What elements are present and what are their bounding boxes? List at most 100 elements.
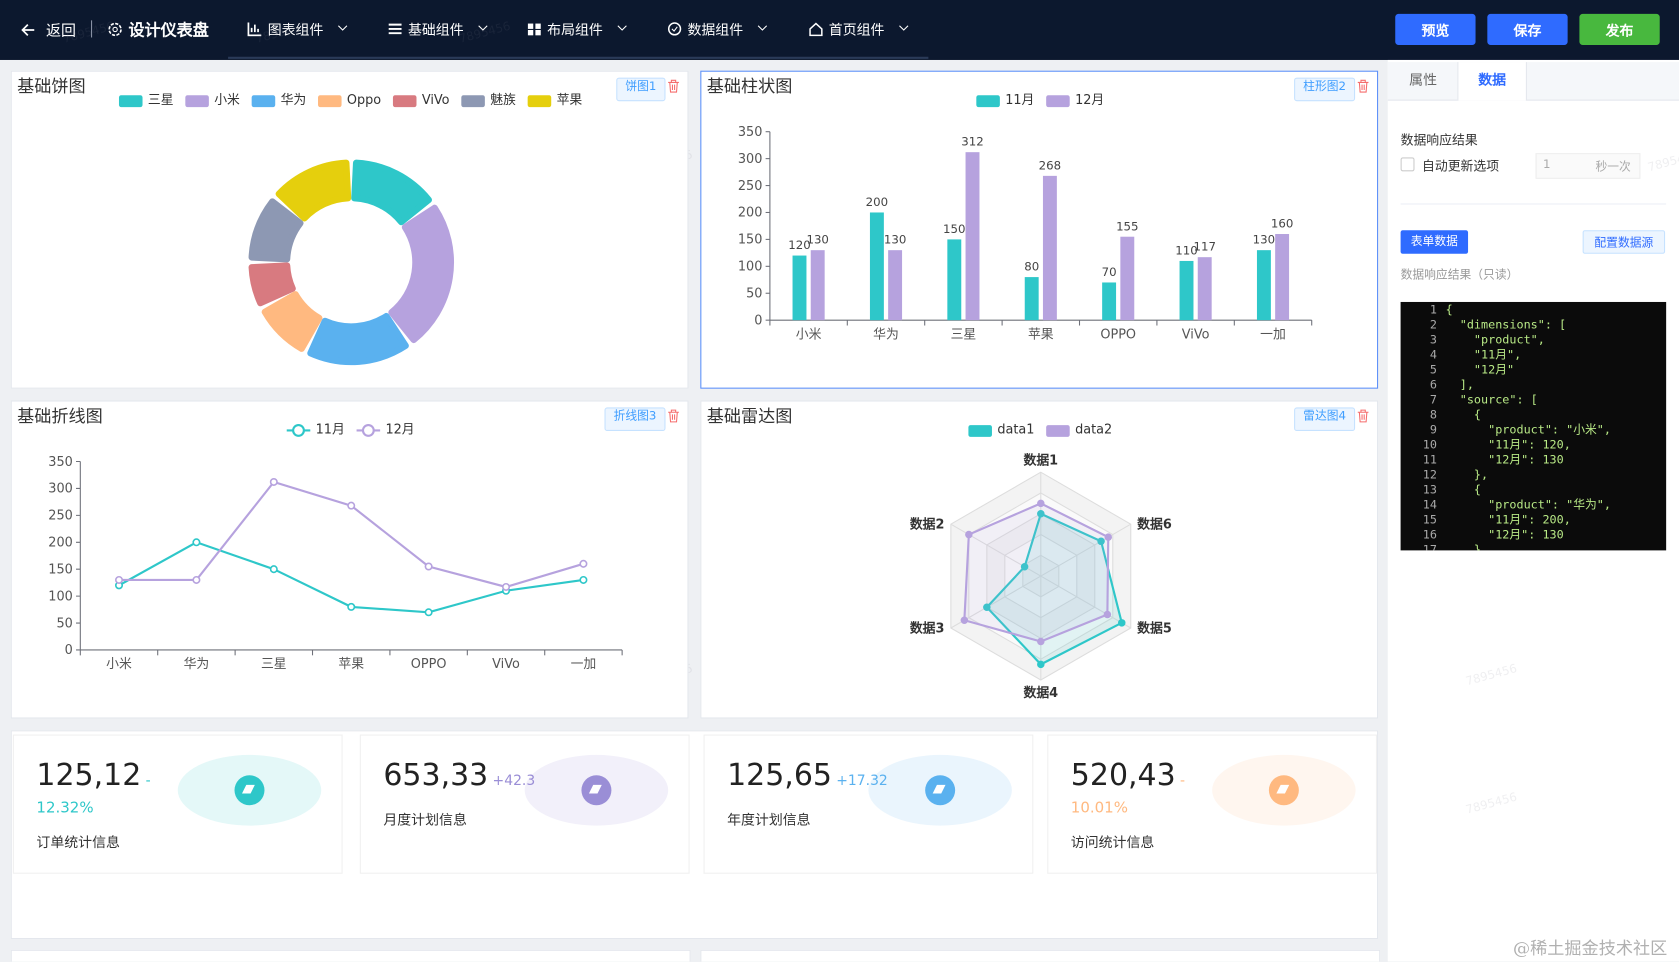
interval-input[interactable] [1535, 153, 1641, 179]
panel-tag [1294, 77, 1356, 102]
x-tick-label: ViVo [1182, 327, 1210, 342]
checkbox[interactable] [1400, 157, 1415, 172]
separator [91, 20, 93, 38]
menu-item[interactable]: 基础组件 [388, 18, 495, 39]
publish-button[interactable]: 发布 [1579, 13, 1660, 45]
code-viewer: 1 2 3 4 5 6 7 8 9 10 11 12 13 14 15 16 17 { "dimensions"… [1400, 301, 1667, 551]
bar [1275, 234, 1290, 321]
radar-point [1097, 537, 1105, 546]
stat-value-row: 653,33 +42.3 [383, 757, 535, 792]
legend-dot [361, 424, 375, 437]
legend-swatch [1046, 425, 1070, 437]
site-watermark: @稀土掘金技术社区 [1513, 938, 1668, 959]
pie-slice [307, 312, 409, 366]
bar-value-label: 268 [1039, 158, 1061, 172]
tab[interactable]: 属性 [1409, 72, 1438, 89]
delete-icon[interactable] [668, 79, 679, 93]
menu-item[interactable]: 布局组件 [527, 18, 634, 39]
y-tick-label: 50 [746, 287, 762, 302]
stat-icon-detail [1276, 784, 1290, 794]
line-number: 8 [1429, 407, 1438, 422]
gear-icon [108, 22, 122, 37]
delete-icon[interactable] [668, 409, 679, 423]
y-tick-label: 200 [738, 206, 763, 221]
line-point [424, 562, 433, 571]
readonly-label: 数据响应结果（只读） [1400, 267, 1519, 282]
stat-label: 年度计划信息 [727, 812, 811, 829]
x-tick-label: 苹果 [338, 657, 364, 672]
line-number: 9 [1429, 422, 1438, 437]
menu-icon [388, 23, 402, 34]
tab-active[interactable]: 数据 [1457, 62, 1527, 101]
chart-panel: 基础折线图 折线图3 11月 12月 0 50 100 150 200 250 300 350 小米 华为… [10, 400, 689, 719]
legend-label: 11月 [1005, 93, 1034, 108]
stat-icon-detail [241, 784, 255, 794]
menu-item[interactable]: 首页组件 [808, 18, 915, 39]
stat-value-row: 125,65 +17.32 [727, 757, 888, 792]
chart: 基础柱状图 柱形图2 11月 12月 0 50 100 150 200 250 300 350 小米 华为… [707, 77, 1369, 342]
bar-value-label: 120 [788, 238, 810, 252]
bar-value-label: 130 [806, 233, 828, 247]
legend: 三星 小米 华为 Oppo ViVo 魅族 苹果 [118, 92, 582, 108]
code-line: "product": "小米", [1445, 422, 1611, 437]
code-line: }, [1445, 467, 1489, 482]
code-line: { [1445, 303, 1453, 317]
y-tick-label: 300 [738, 152, 763, 167]
line-point [269, 565, 278, 574]
menu-item[interactable]: 数据组件 [667, 18, 774, 39]
bar [1042, 175, 1057, 321]
code-line: { [1445, 407, 1482, 422]
stat-change: 12.32% [36, 799, 94, 818]
legend-label: 小米 [214, 93, 240, 108]
menu-item[interactable]: 图表组件 [247, 18, 354, 39]
menu-icon [667, 21, 682, 36]
line-point [579, 575, 588, 584]
radar-point [1104, 533, 1113, 541]
delete-icon[interactable] [1357, 79, 1369, 93]
code-line: ], [1445, 377, 1474, 392]
stat-card: 520,43- 10.01% 访问统计信息 [1047, 734, 1378, 874]
line-number: 2 [1429, 318, 1438, 332]
tab-bar [1387, 62, 1679, 101]
bar [1256, 250, 1271, 321]
config-source-button[interactable]: 配置数据源 [1582, 230, 1666, 254]
x-tick-label: ViVo [492, 657, 520, 672]
save-button[interactable]: 保存 [1487, 13, 1568, 45]
pie-slice [261, 291, 323, 352]
back-button[interactable]: 返回 [46, 22, 77, 40]
radar-point [1037, 499, 1045, 508]
line-number: 14 [1422, 497, 1438, 512]
legend-label: data2 [1075, 423, 1112, 438]
form-data-button[interactable]: 表单数据 [1400, 230, 1469, 254]
code-line: "12月" [1445, 362, 1515, 377]
chart-panel: 基础饼图 饼图1 三星 小米 华为 Oppo ViVo 魅族 苹果 [10, 70, 689, 389]
code-line: "11月": 200, [1445, 512, 1571, 527]
stat-icon [524, 754, 669, 826]
legend-label: Oppo [347, 93, 381, 108]
stat-value: 520,43 [1070, 757, 1176, 793]
bar [947, 239, 962, 321]
chevron [757, 24, 768, 31]
radar-point [983, 603, 991, 611]
preview-button[interactable]: 预览 [1395, 13, 1476, 45]
y-tick-label: 50 [56, 616, 72, 631]
line-point [192, 538, 201, 547]
legend-swatch [527, 95, 552, 108]
menu-icon [809, 22, 823, 36]
delete-icon[interactable] [1357, 409, 1369, 423]
y-tick-label: 150 [738, 233, 763, 248]
radar-point [1118, 619, 1126, 627]
legend-dot [292, 424, 305, 437]
code-line: "11月": 120, [1445, 437, 1571, 452]
panel-tag [604, 407, 666, 431]
x-tick-label: OPPO [411, 657, 447, 672]
code-line: "dimensions": [ [1445, 318, 1567, 332]
code-line: { [1445, 482, 1482, 497]
x-tick-label: 三星 [261, 657, 287, 672]
code-line: "11月", [1445, 348, 1522, 362]
chart-title: 基础折线图 [17, 407, 103, 427]
legend: 11月 12月 [976, 93, 1104, 108]
panel-tag [616, 77, 666, 102]
